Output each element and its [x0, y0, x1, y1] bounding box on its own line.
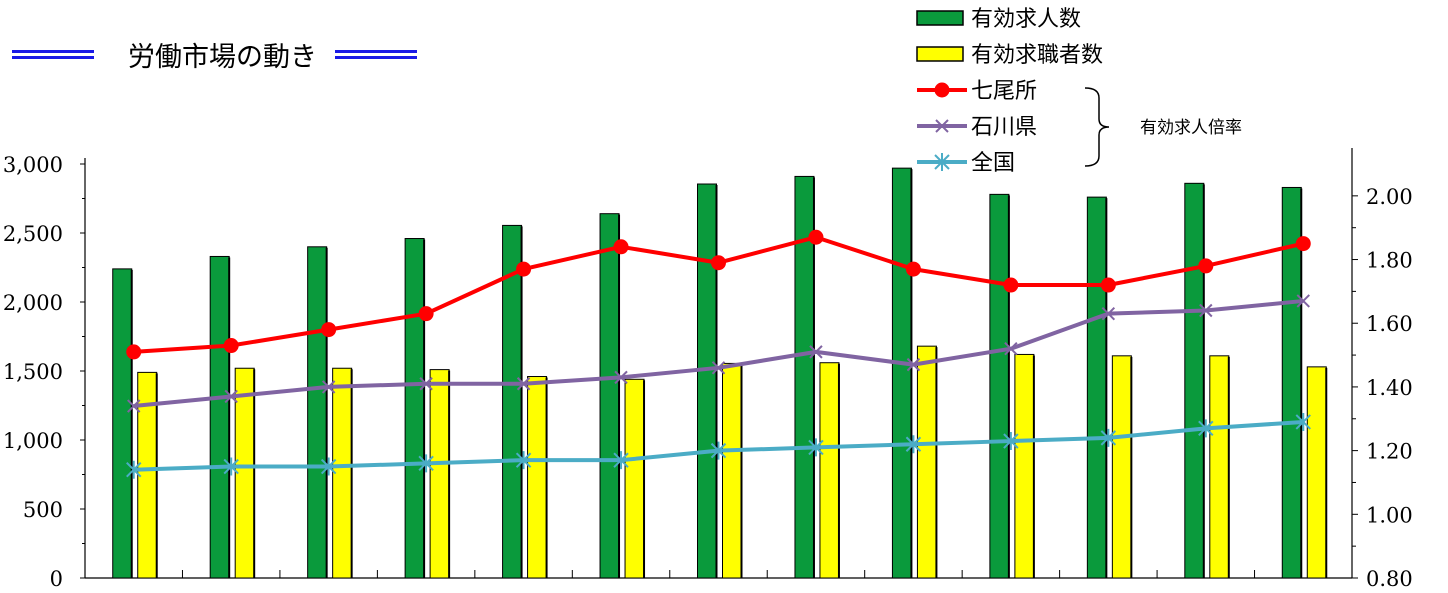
point-ishikawa — [1101, 306, 1116, 321]
bar-seekers — [429, 369, 450, 579]
bar-openings — [112, 268, 133, 579]
legend-label-national: 全国 — [971, 151, 1015, 176]
bar-seekers — [527, 376, 548, 579]
bar-seekers — [722, 362, 742, 579]
chart-title: 労働市場の動き — [128, 41, 317, 73]
point-national — [1003, 432, 1019, 451]
bar-seekers — [916, 345, 937, 579]
point-national — [515, 451, 532, 470]
legend-marker-nanao — [934, 82, 950, 98]
point-national — [905, 435, 922, 454]
point-national — [710, 441, 727, 460]
point-nanao — [613, 239, 629, 255]
right-axis-tick-label: 1.60 — [1366, 312, 1413, 336]
point-ishikawa — [224, 389, 238, 404]
left-axis-tick-label: 1,500 — [3, 360, 63, 384]
point-nanao — [418, 306, 434, 322]
left-axis-tick-label: 500 — [23, 498, 63, 522]
point-nanao — [905, 261, 921, 277]
point-nanao — [1295, 236, 1311, 252]
point-national — [320, 457, 337, 476]
point-national — [1198, 419, 1214, 438]
bar-openings — [209, 255, 230, 579]
bar-seekers — [1209, 355, 1230, 579]
right-axis-tick-label: 1.00 — [1366, 503, 1413, 527]
point-ishikawa — [516, 377, 531, 391]
right-axis-tick-label: 1.40 — [1366, 376, 1413, 400]
point-national — [418, 454, 434, 473]
left-axis-tick-label: 2,000 — [3, 291, 63, 315]
bar-seekers — [1111, 355, 1132, 579]
ratio-bracket — [1084, 87, 1110, 167]
point-nanao — [1100, 277, 1116, 293]
left-axis-tick-label: 1,000 — [3, 429, 63, 453]
point-ishikawa — [321, 380, 336, 394]
right-axis-tick-label: 0.80 — [1366, 567, 1413, 591]
point-national — [808, 438, 824, 457]
point-ishikawa — [809, 345, 823, 359]
right-axis-tick-label: 1.20 — [1366, 440, 1413, 464]
legend-marker-national — [934, 153, 950, 171]
point-nanao — [223, 338, 239, 354]
right-axis-tick-label: 1.80 — [1366, 249, 1413, 273]
point-nanao — [126, 344, 142, 360]
title-right-rule — [335, 49, 417, 60]
bar-openings — [989, 193, 1010, 579]
legend-swatch-seekers — [916, 46, 964, 62]
point-ishikawa — [906, 357, 921, 372]
legend-label-openings: 有効求人数 — [971, 7, 1081, 32]
point-nanao — [321, 322, 337, 338]
left-axis-tick-label: 0 — [50, 567, 63, 591]
bar-openings — [404, 238, 425, 579]
legend-label-nanao: 七尾所 — [971, 79, 1037, 104]
bar-seekers — [624, 378, 645, 579]
point-ishikawa — [1296, 294, 1310, 308]
legend-label-seekers: 有効求職者数 — [971, 43, 1103, 68]
point-ishikawa — [711, 361, 726, 375]
bar-openings — [307, 246, 328, 579]
point-ishikawa — [614, 370, 628, 385]
point-ishikawa — [1004, 342, 1018, 356]
point-national — [223, 457, 239, 476]
point-ishikawa — [1199, 303, 1213, 318]
point-national — [1295, 412, 1311, 431]
bar-openings — [599, 213, 620, 579]
point-national — [613, 451, 629, 470]
left-axis-tick-label: 2,500 — [3, 222, 63, 246]
right-axis-tick-label: 2.00 — [1366, 185, 1413, 209]
point-ishikawa — [127, 399, 141, 413]
point-national — [1100, 428, 1117, 447]
bar-seekers — [819, 362, 840, 579]
point-nanao — [711, 255, 726, 271]
point-nanao — [1003, 277, 1019, 293]
bar-openings — [1184, 182, 1205, 579]
chart-title-block: 労働市場の動き — [12, 34, 417, 74]
bar-openings — [1086, 196, 1107, 579]
legend-marker-ishikawa — [935, 119, 949, 133]
title-left-rule — [12, 49, 94, 60]
legend-swatch-openings — [916, 10, 964, 26]
point-nanao — [516, 261, 532, 277]
ratio-bracket-label: 有効求人倍率 — [1140, 118, 1242, 138]
point-national — [126, 460, 142, 479]
bar-openings — [891, 167, 912, 579]
bar-seekers — [1014, 353, 1035, 579]
point-nanao — [808, 229, 824, 245]
left-axis-tick-label: 3,000 — [3, 153, 63, 177]
point-nanao — [1198, 258, 1214, 274]
bar-seekers — [1306, 366, 1327, 579]
legend-label-ishikawa: 石川県 — [971, 115, 1037, 140]
point-ishikawa — [419, 377, 433, 391]
bar-openings — [697, 183, 717, 579]
